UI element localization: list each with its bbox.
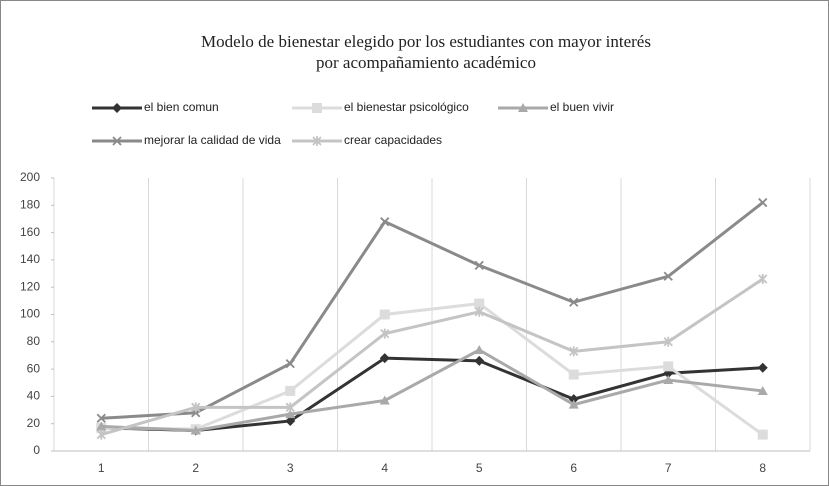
y-tick-label: 200 (20, 170, 40, 184)
x-tick-label: 4 (381, 461, 388, 475)
series-line (101, 348, 763, 433)
marker (96, 413, 106, 423)
legend-marker (312, 136, 322, 146)
legend-marker (518, 103, 528, 112)
marker (474, 298, 485, 309)
marker (663, 361, 674, 372)
chart-title: por acompañamiento académico (316, 53, 536, 72)
series-line (101, 302, 764, 436)
marker (285, 402, 295, 413)
y-tick-label: 40 (27, 389, 41, 403)
marker (569, 346, 579, 357)
x-tick-label: 5 (476, 461, 483, 475)
legend-marker (112, 136, 122, 146)
marker (285, 415, 296, 426)
y-tick-label: 120 (20, 279, 40, 293)
marker (757, 362, 768, 373)
legend-label: el bien comun (144, 100, 219, 114)
x-tick-label: 7 (665, 461, 672, 475)
x-tick-label: 6 (570, 461, 577, 475)
y-tick-label: 20 (27, 416, 41, 430)
marker (663, 375, 674, 385)
marker (474, 306, 484, 317)
marker (96, 421, 107, 431)
chart-title: Modelo de bienestar elegido por los estu… (201, 32, 651, 51)
x-tick-label: 1 (98, 461, 105, 475)
marker (568, 369, 579, 380)
series-line (101, 201, 764, 420)
marker (379, 395, 390, 405)
marker (663, 271, 673, 281)
marker (758, 197, 768, 208)
marker (379, 353, 390, 364)
marker (568, 399, 579, 409)
marker (285, 409, 296, 419)
marker (285, 359, 295, 369)
marker (474, 355, 485, 366)
marker (474, 344, 485, 354)
marker (569, 297, 579, 307)
marker (380, 217, 390, 227)
marker (191, 402, 201, 413)
marker (379, 309, 390, 320)
x-tick-label: 3 (287, 461, 294, 475)
y-tick-label: 140 (20, 252, 40, 266)
legend-marker (312, 103, 322, 113)
marker (757, 385, 768, 395)
y-tick-label: 160 (20, 225, 40, 239)
y-tick-label: 180 (20, 197, 40, 211)
series-line (100, 277, 764, 437)
marker (190, 425, 201, 435)
marker (96, 429, 106, 440)
legend-label: el buen vivir (550, 100, 614, 114)
y-tick-label: 60 (27, 361, 41, 375)
y-tick-label: 80 (27, 334, 41, 348)
marker (757, 429, 768, 440)
x-tick-label: 8 (759, 461, 766, 475)
y-tick-label: 0 (33, 443, 40, 457)
legend-label: crear capacidades (344, 133, 442, 147)
x-tick-label: 2 (192, 461, 199, 475)
marker (474, 260, 484, 270)
legend-label: el bienestar psicológico (344, 100, 469, 114)
marker (663, 336, 673, 347)
marker (285, 385, 296, 396)
legend-label: mejorar la calidad de vida (144, 133, 281, 147)
legend-marker (112, 103, 122, 113)
marker (758, 274, 768, 285)
y-tick-label: 100 (20, 307, 40, 321)
marker (380, 328, 390, 339)
